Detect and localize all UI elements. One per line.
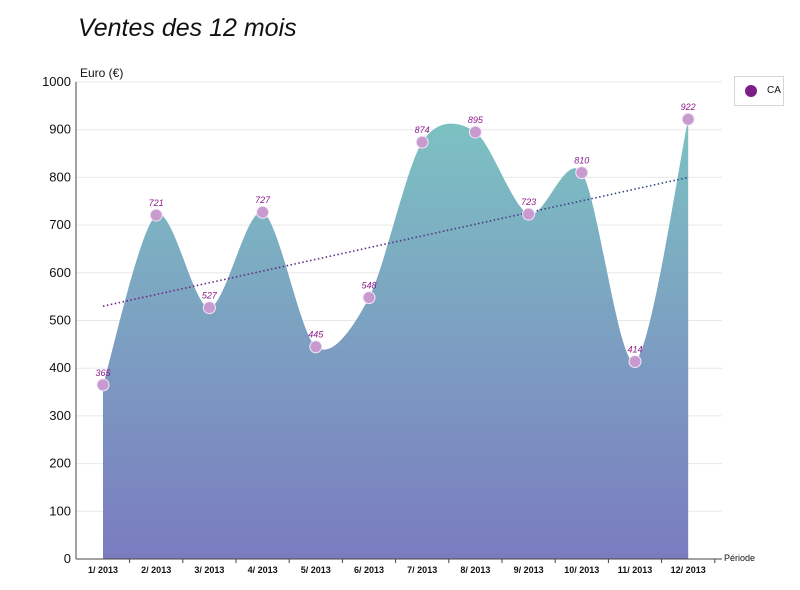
y-axis-label: Euro (€) xyxy=(80,66,123,80)
y-tick-label: 600 xyxy=(49,265,71,280)
x-axis-label: Période xyxy=(724,553,755,563)
data-label: 527 xyxy=(202,291,218,301)
area-fill xyxy=(103,119,689,560)
legend[interactable]: CA xyxy=(734,76,784,106)
legend-marker-icon xyxy=(745,85,757,97)
data-point xyxy=(628,355,642,369)
data-point xyxy=(96,378,110,392)
data-label: 414 xyxy=(627,345,642,355)
y-tick-label: 500 xyxy=(49,313,71,328)
y-tick-label: 900 xyxy=(49,122,71,137)
data-label: 445 xyxy=(308,330,324,340)
y-tick-label: 0 xyxy=(64,551,71,566)
data-point xyxy=(681,112,695,126)
data-label: 548 xyxy=(361,281,376,291)
x-tick-label: 11/ 2013 xyxy=(618,565,653,575)
x-tick-label: 10/ 2013 xyxy=(564,565,599,575)
y-tick-label: 300 xyxy=(49,408,71,423)
y-tick-label: 200 xyxy=(49,456,71,471)
x-tick-label: 8/ 2013 xyxy=(460,565,490,575)
data-label: 365 xyxy=(95,368,111,378)
data-label: 727 xyxy=(255,195,271,205)
x-tick-label: 5/ 2013 xyxy=(301,565,331,575)
data-point xyxy=(415,135,429,149)
x-tick-label: 9/ 2013 xyxy=(514,565,544,575)
data-point xyxy=(256,205,270,219)
data-point xyxy=(362,291,376,305)
x-tick-label: 4/ 2013 xyxy=(248,565,278,575)
x-tick-label: 2/ 2013 xyxy=(141,565,171,575)
data-label: 874 xyxy=(415,125,430,135)
y-tick-label: 700 xyxy=(49,217,71,232)
legend-label: CA xyxy=(767,85,781,96)
data-point xyxy=(468,125,482,139)
data-label: 922 xyxy=(681,102,696,112)
x-tick-label: 1/ 2013 xyxy=(88,565,118,575)
data-label: 810 xyxy=(574,156,589,166)
data-point xyxy=(575,166,589,180)
area-series xyxy=(103,119,689,560)
data-label: 721 xyxy=(149,198,164,208)
y-tick-label: 100 xyxy=(49,503,71,518)
data-point xyxy=(149,208,163,222)
x-tick-label: 7/ 2013 xyxy=(407,565,437,575)
data-point xyxy=(309,340,323,354)
data-point xyxy=(202,301,216,315)
y-tick-label: 800 xyxy=(49,169,71,184)
data-point xyxy=(522,207,536,221)
data-labels: 365 721 527 727 445 548 874 895 723 810 414 922 xyxy=(95,102,695,378)
y-tick-label: 1000 xyxy=(42,74,71,89)
x-tick-label: 12/ 2013 xyxy=(671,565,706,575)
x-tick-label: 3/ 2013 xyxy=(194,565,224,575)
x-tick-label: 6/ 2013 xyxy=(354,565,384,575)
data-label: 895 xyxy=(468,115,484,125)
y-tick-label: 400 xyxy=(49,360,71,375)
chart-title: Ventes des 12 mois xyxy=(78,14,297,42)
markers xyxy=(96,112,695,392)
axes: 0 100 200 300 400 500 600 700 800 900 1000 Euro (€)… xyxy=(42,66,755,575)
data-label: 723 xyxy=(521,197,536,207)
